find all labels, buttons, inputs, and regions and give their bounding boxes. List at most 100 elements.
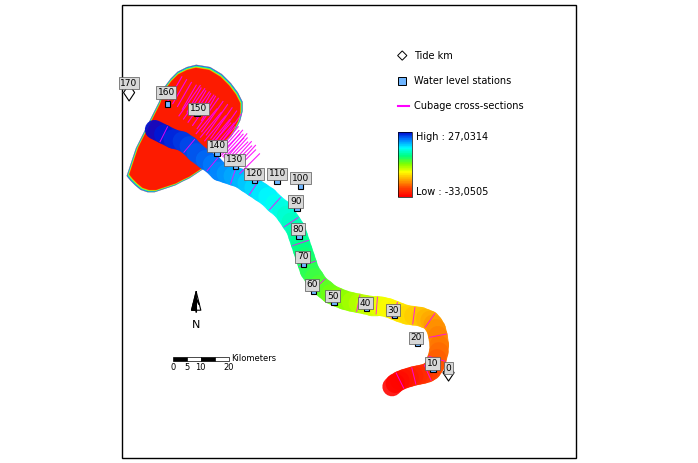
Bar (398, 162, 412, 163)
Bar (398, 180, 412, 181)
Bar (398, 163, 412, 164)
Bar (431, 367, 436, 372)
Bar (398, 158, 412, 159)
Polygon shape (128, 67, 242, 191)
Text: High : 27,0314: High : 27,0314 (416, 132, 489, 142)
Bar (415, 341, 420, 346)
Bar (398, 194, 412, 195)
Text: 0: 0 (170, 363, 176, 372)
Bar (215, 357, 229, 361)
Bar (398, 156, 412, 157)
Bar (398, 181, 412, 182)
Polygon shape (398, 51, 407, 60)
Bar (187, 357, 201, 361)
Bar (398, 174, 412, 175)
Bar (398, 145, 412, 146)
Bar (398, 161, 412, 162)
Bar (398, 164, 412, 165)
Bar (201, 357, 215, 361)
Polygon shape (124, 84, 135, 101)
Bar (398, 173, 412, 174)
Polygon shape (128, 67, 241, 191)
Bar (398, 177, 412, 178)
Text: 10: 10 (195, 363, 206, 372)
Bar (398, 132, 412, 197)
Bar (398, 148, 412, 149)
Bar (398, 132, 412, 133)
Bar (398, 172, 412, 173)
Bar (398, 167, 412, 168)
Bar (398, 147, 412, 148)
Bar (398, 153, 412, 154)
Text: 140: 140 (209, 141, 225, 150)
Bar (301, 261, 306, 267)
Bar (296, 233, 302, 239)
Bar (398, 142, 412, 143)
Bar (398, 168, 412, 169)
Bar (252, 178, 258, 183)
Text: 5: 5 (184, 363, 190, 372)
Text: 0: 0 (445, 363, 452, 373)
Polygon shape (443, 364, 454, 381)
Bar (398, 139, 412, 140)
Bar (398, 133, 412, 134)
Bar (398, 143, 412, 144)
Polygon shape (128, 66, 242, 192)
Bar (398, 149, 412, 150)
Bar (398, 171, 412, 172)
Text: 120: 120 (246, 169, 262, 178)
Text: Cubage cross-sections: Cubage cross-sections (414, 101, 524, 112)
Bar (398, 160, 412, 161)
Text: 10: 10 (426, 359, 438, 368)
Polygon shape (129, 68, 240, 190)
Bar (332, 299, 337, 305)
Polygon shape (127, 65, 242, 192)
Bar (398, 176, 412, 177)
Text: 70: 70 (297, 252, 309, 262)
Text: 170: 170 (121, 79, 138, 88)
Bar (165, 101, 170, 107)
Bar (398, 157, 412, 158)
Bar (398, 159, 412, 160)
Bar (398, 141, 412, 142)
Bar (398, 188, 412, 189)
Text: 130: 130 (226, 155, 244, 164)
Bar (233, 164, 238, 169)
Bar (398, 196, 412, 197)
Bar (398, 186, 412, 187)
Bar (398, 146, 412, 147)
Text: N: N (192, 320, 200, 331)
Bar (398, 144, 412, 145)
Bar (398, 166, 412, 167)
Bar (398, 187, 412, 188)
Text: Water level stations: Water level stations (414, 76, 511, 86)
Bar (398, 136, 412, 137)
Polygon shape (191, 292, 196, 310)
Bar (398, 169, 412, 170)
Text: 100: 100 (292, 174, 309, 183)
Text: 40: 40 (359, 299, 371, 308)
Text: 90: 90 (290, 197, 302, 206)
Polygon shape (128, 66, 242, 191)
Bar (398, 178, 412, 179)
Bar (194, 111, 200, 116)
Bar (398, 175, 412, 176)
Text: 80: 80 (292, 225, 304, 234)
Text: 20: 20 (223, 363, 234, 372)
Text: 50: 50 (327, 292, 339, 301)
Text: 20: 20 (410, 333, 422, 343)
Bar (311, 288, 316, 294)
Text: 30: 30 (387, 306, 399, 315)
Text: Tide km: Tide km (414, 50, 452, 61)
Text: Kilometers: Kilometers (231, 354, 276, 363)
Text: 60: 60 (306, 280, 318, 289)
Bar (398, 193, 412, 194)
Polygon shape (129, 68, 241, 190)
Bar (398, 165, 412, 166)
Bar (295, 206, 300, 211)
Bar (398, 150, 412, 151)
Bar (297, 183, 303, 189)
Bar (398, 155, 412, 156)
Bar (398, 138, 412, 139)
Bar (398, 189, 412, 190)
